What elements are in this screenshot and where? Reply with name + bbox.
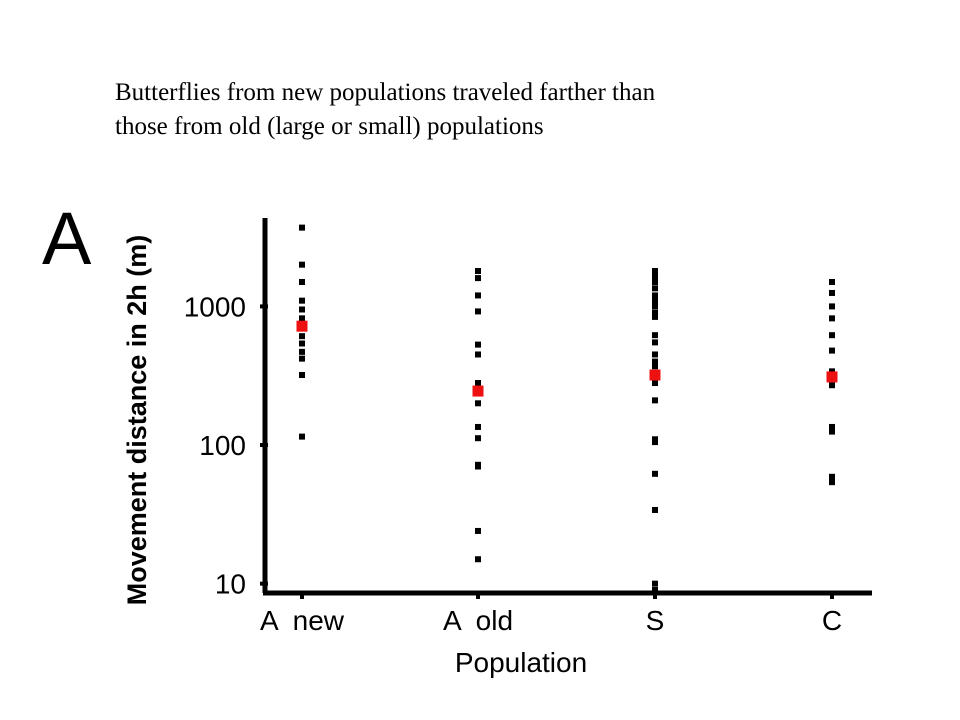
data-point xyxy=(299,333,305,340)
data-point xyxy=(299,372,305,379)
x-tick-label: A old xyxy=(443,605,513,636)
data-point xyxy=(299,297,305,304)
caption-line-1: Butterflies from new populations travele… xyxy=(115,79,656,106)
caption-line-2: those from old (large or small) populati… xyxy=(115,113,544,140)
data-point xyxy=(829,473,835,480)
data-point xyxy=(652,297,658,304)
data-point xyxy=(475,463,481,470)
x-tick-label: C xyxy=(822,605,842,636)
data-point xyxy=(652,292,658,299)
data-point xyxy=(299,355,305,362)
data-point xyxy=(652,273,658,280)
data-points xyxy=(296,224,838,593)
data-point xyxy=(475,268,481,275)
data-point xyxy=(299,278,305,285)
data-point xyxy=(652,397,658,404)
data-point xyxy=(652,332,658,339)
data-point xyxy=(652,303,658,310)
data-point xyxy=(829,368,835,375)
data-point xyxy=(652,439,658,446)
data-point xyxy=(652,313,658,320)
data-point xyxy=(475,351,481,358)
mean-point xyxy=(649,369,661,381)
data-point xyxy=(829,347,835,354)
data-point xyxy=(652,587,658,593)
data-point xyxy=(299,340,305,347)
data-point xyxy=(475,527,481,534)
x-axis-title: Population xyxy=(455,647,587,678)
data-point xyxy=(829,479,835,486)
y-tick-label: 10 xyxy=(215,569,246,600)
data-point xyxy=(475,341,481,348)
slide-caption: Butterflies from new populations travele… xyxy=(115,76,875,144)
y-axis-title: Movement distance in 2h (m) xyxy=(122,235,152,606)
data-point xyxy=(475,400,481,407)
data-point xyxy=(829,278,835,285)
data-point xyxy=(299,348,305,355)
mean-point xyxy=(296,320,308,332)
data-point xyxy=(475,308,481,315)
y-tick-label: 100 xyxy=(199,430,246,461)
data-point xyxy=(652,309,658,316)
data-point xyxy=(475,556,481,563)
data-point xyxy=(475,292,481,299)
data-point xyxy=(829,428,835,435)
y-tick-label: 1000 xyxy=(184,291,246,322)
data-point xyxy=(652,358,658,365)
mean-point xyxy=(826,371,838,383)
mean-point xyxy=(472,385,484,397)
data-point xyxy=(652,363,658,370)
data-point xyxy=(652,285,658,292)
data-point xyxy=(652,580,658,587)
data-point xyxy=(652,278,658,285)
data-point xyxy=(652,380,658,387)
data-point xyxy=(299,433,305,440)
x-ticks: A new A old S C xyxy=(260,591,842,636)
x-tick-label: A new xyxy=(260,605,345,636)
data-point xyxy=(829,423,835,430)
data-point xyxy=(475,275,481,282)
data-point xyxy=(652,506,658,513)
panel-label: A xyxy=(42,197,92,280)
y-ticks: 10 100 1000 xyxy=(184,291,268,600)
data-point xyxy=(829,289,835,296)
data-point xyxy=(299,306,305,313)
data-point xyxy=(652,268,658,275)
data-point xyxy=(299,261,305,268)
data-point xyxy=(475,423,481,430)
data-point xyxy=(829,315,835,322)
data-point xyxy=(299,315,305,322)
data-point xyxy=(652,351,658,358)
data-point xyxy=(652,470,658,477)
data-point xyxy=(829,332,835,339)
data-point xyxy=(299,224,305,231)
x-tick-label: S xyxy=(646,605,665,636)
data-point xyxy=(829,303,835,310)
data-point xyxy=(652,339,658,346)
data-point xyxy=(475,435,481,442)
data-point xyxy=(829,382,835,389)
data-point xyxy=(475,380,481,387)
